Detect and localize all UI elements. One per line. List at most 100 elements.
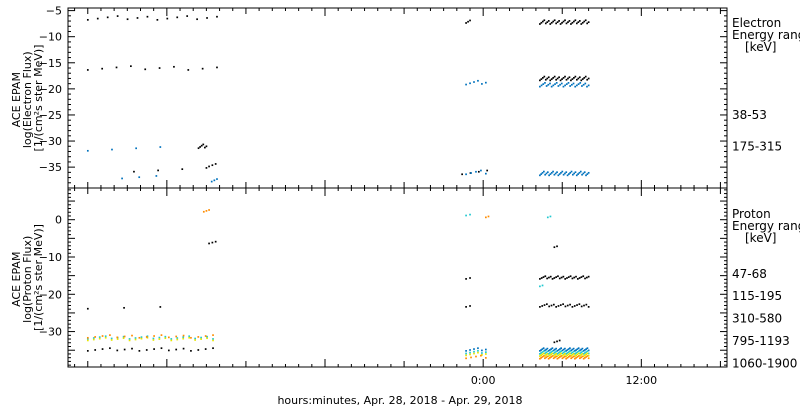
- data-point: [553, 277, 556, 279]
- data-point: [561, 352, 564, 355]
- data-point: [561, 170, 564, 173]
- data-point: [554, 356, 556, 359]
- data-point: [546, 216, 549, 219]
- data-point: [549, 275, 552, 278]
- data-point: [553, 75, 556, 78]
- data-point: [158, 336, 161, 339]
- data-point: [477, 347, 479, 350]
- data-point: [580, 23, 583, 25]
- data-point: [556, 357, 559, 360]
- data-point: [473, 81, 475, 83]
- data-point: [560, 355, 563, 357]
- electron-legend-title: Electron: [732, 16, 781, 30]
- data-point: [541, 284, 544, 287]
- data-point: [539, 306, 541, 308]
- data-point: [580, 305, 583, 308]
- data-point: [581, 173, 583, 176]
- y-tick-label: −20: [39, 288, 62, 301]
- data-point: [158, 67, 161, 69]
- data-point: [579, 170, 582, 173]
- data-point: [576, 84, 578, 87]
- data-point: [583, 20, 586, 23]
- data-point: [123, 306, 125, 309]
- data-point: [546, 350, 549, 353]
- data-point: [486, 169, 489, 172]
- y-tick-label: −20: [39, 83, 62, 96]
- data-point: [584, 349, 586, 351]
- data-point: [571, 353, 574, 356]
- data-point: [465, 350, 467, 352]
- data-point: [572, 352, 575, 355]
- data-point: [572, 347, 575, 350]
- data-point: [567, 276, 570, 278]
- data-point: [194, 337, 196, 340]
- data-point: [556, 352, 559, 355]
- electron-y-axis-label: ACE EPAM log(Electron Flux) [1/(cm²s ste…: [10, 45, 45, 152]
- data-point: [582, 355, 585, 357]
- data-point: [586, 347, 589, 350]
- data-point: [540, 352, 542, 354]
- data-point: [562, 351, 565, 354]
- data-point: [560, 82, 563, 85]
- data-point: [552, 357, 555, 360]
- data-point: [187, 69, 190, 71]
- data-point: [577, 350, 580, 353]
- data-point: [550, 304, 553, 307]
- data-point: [175, 335, 178, 338]
- data-point: [586, 173, 589, 175]
- data-point: [570, 83, 573, 86]
- data-point: [572, 355, 575, 358]
- data-point: [542, 355, 545, 357]
- data-point: [580, 348, 583, 351]
- data-point: [571, 78, 574, 80]
- data-point: [579, 349, 581, 352]
- data-point: [581, 350, 584, 353]
- data-point: [548, 276, 550, 279]
- data-point: [547, 83, 550, 86]
- data-point: [469, 349, 471, 351]
- data-point: [202, 210, 205, 213]
- data-point: [543, 304, 546, 306]
- data-point: [550, 348, 552, 350]
- data-point: [109, 334, 111, 336]
- data-point: [200, 336, 202, 339]
- data-point: [197, 336, 200, 338]
- data-point: [547, 76, 550, 79]
- data-point: [557, 275, 559, 278]
- data-point: [200, 144, 203, 147]
- data-point: [587, 349, 590, 352]
- data-point: [116, 349, 119, 352]
- data-point: [167, 349, 170, 352]
- data-point: [567, 353, 570, 356]
- data-point: [571, 277, 574, 280]
- data-point: [539, 174, 541, 177]
- data-point: [204, 146, 206, 149]
- proton-legend-subtitle: Energy range: [732, 219, 800, 233]
- data-point: [110, 337, 113, 340]
- data-point: [577, 173, 579, 175]
- data-point: [581, 355, 584, 358]
- data-point: [545, 356, 547, 359]
- data-point: [485, 172, 487, 175]
- data-point: [580, 79, 583, 82]
- proton-legend-unit: [keV]: [745, 231, 776, 245]
- data-point: [554, 172, 557, 175]
- data-point: [578, 277, 581, 279]
- legend-entry: 38-53: [732, 108, 767, 122]
- data-point: [166, 17, 169, 20]
- data-point: [585, 353, 588, 356]
- data-point: [104, 335, 107, 338]
- data-point: [96, 17, 99, 20]
- data-point: [571, 21, 574, 24]
- data-point: [481, 349, 483, 352]
- data-point: [576, 278, 579, 280]
- data-point: [485, 348, 487, 351]
- data-point: [145, 349, 148, 351]
- data-point: [577, 21, 580, 23]
- data-point: [553, 173, 556, 176]
- y-tick-label: −25: [39, 109, 62, 122]
- proton-y-axis: −30 −20 −10 0: [39, 189, 727, 366]
- data-point: [573, 77, 575, 79]
- data-point: [182, 334, 185, 337]
- data-point: [134, 338, 137, 341]
